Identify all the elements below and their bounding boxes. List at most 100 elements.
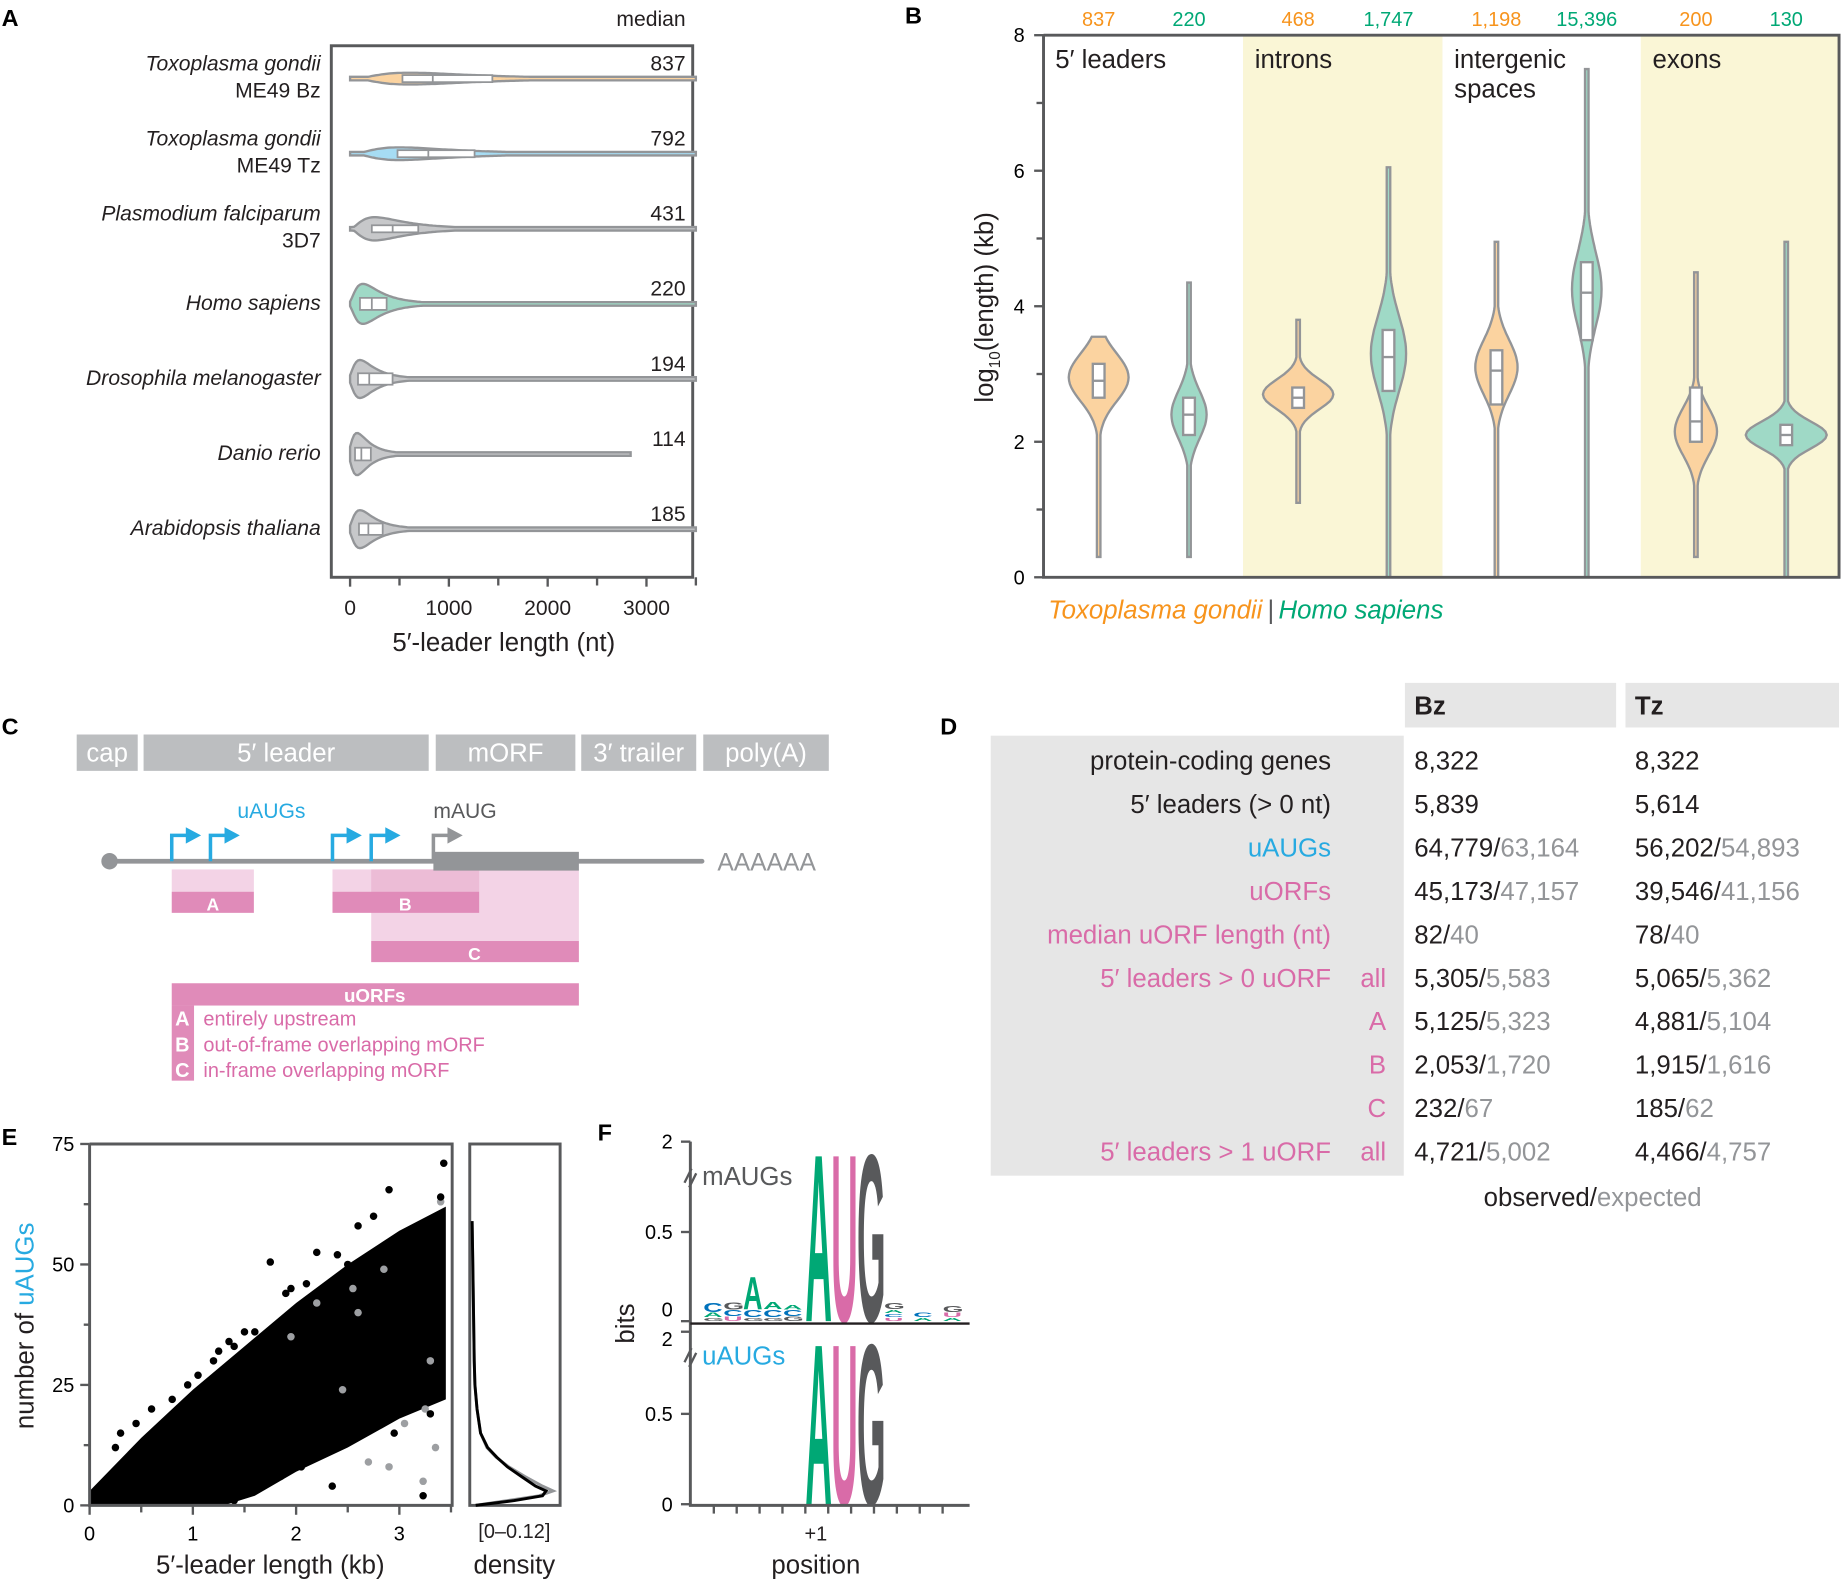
density-frame xyxy=(468,1142,562,1507)
observed-value: 4,466/ xyxy=(1635,1138,1708,1166)
expected-value: 5,002 xyxy=(1486,1138,1551,1166)
table-row: 5′ leaders (> 0 nt) 5,839 5,614 xyxy=(1130,791,1699,819)
violin-human: 1,747 xyxy=(1364,9,1413,579)
species-name: Plasmodium falciparum xyxy=(101,203,320,226)
legend-text: in-frame overlapping mORF xyxy=(203,1060,449,1082)
row-label: 5′ leaders > 1 uORF xyxy=(1100,1138,1331,1166)
row-label: uAUGs xyxy=(1248,835,1331,863)
logo-letter-C: C xyxy=(723,1309,742,1318)
box xyxy=(354,446,372,462)
violin-human: 130 xyxy=(1744,9,1828,579)
cell-bz: 2,053/1,720 xyxy=(1414,1052,1550,1080)
median-value: 194 xyxy=(650,353,685,376)
density-curve-expected xyxy=(470,1221,558,1507)
scatter-point-observed xyxy=(266,1258,275,1266)
logo-letter-U: U xyxy=(831,1296,858,1553)
observed-value: 8,322 xyxy=(1414,748,1479,776)
logo-letter-U: U xyxy=(723,1316,742,1323)
axis-break-icon xyxy=(683,1168,698,1368)
box xyxy=(1489,349,1504,406)
violin-body xyxy=(1744,240,1828,579)
observed-value: 45,173/ xyxy=(1414,878,1501,906)
table-row: A 5,125/5,323 4,881/5,104 xyxy=(1369,1008,1771,1036)
logo-x-tick-plus1: +1 xyxy=(805,1524,828,1546)
panel-label-d: D xyxy=(940,714,957,740)
panel-a-x-label: 5′-leader length (nt) xyxy=(392,629,615,657)
species-row: Toxoplasma gondii ME49 Tz 792 xyxy=(146,127,698,177)
expected-value: 41,156 xyxy=(1721,878,1800,906)
violin xyxy=(348,358,698,400)
scatter-point-expected xyxy=(338,1385,347,1394)
cell-bz: 5,839 xyxy=(1414,791,1479,819)
column-header-tz-bg xyxy=(1625,682,1840,728)
cell-bz: 45,173/47,157 xyxy=(1414,878,1579,906)
scatter-point-expected xyxy=(287,1332,295,1341)
observed-value: 78/ xyxy=(1635,921,1672,949)
logo-letter-C: C xyxy=(913,1312,932,1319)
observed-value: 82/ xyxy=(1414,921,1451,949)
observed-value: 5,839 xyxy=(1414,791,1479,819)
box xyxy=(1381,328,1396,393)
logo-letter-A: A xyxy=(703,1312,722,1319)
observed-value: 64,779/ xyxy=(1414,835,1501,863)
density-range-label: [0–0.12] xyxy=(478,1521,550,1543)
uaugs-label: uAUGs xyxy=(237,800,305,823)
scatter-point-observed xyxy=(426,1318,435,1327)
y-tick-label: 4 xyxy=(1014,296,1025,318)
scatter-point-observed xyxy=(343,1342,352,1351)
scatter-point-observed xyxy=(116,1429,125,1437)
logo-letter-A: A xyxy=(763,1300,783,1311)
scatter-point-observed xyxy=(313,1248,321,1257)
observed-value: 2,053/ xyxy=(1414,1052,1487,1080)
box xyxy=(358,522,384,536)
scatter-point-observed xyxy=(433,1385,442,1394)
scatter-point-observed xyxy=(318,1448,326,1457)
scatter-point-observed xyxy=(214,1347,223,1355)
segment-label: 3′ trailer xyxy=(593,739,684,767)
median-value: 837 xyxy=(650,52,685,75)
violin xyxy=(348,508,698,550)
scatter-point-expected xyxy=(349,1284,357,1293)
logo-letter-G: G xyxy=(857,1106,886,1373)
legend-key: A xyxy=(175,1008,189,1030)
dense-point-cloud xyxy=(89,1206,446,1506)
logo-letter-A: A xyxy=(805,1106,832,1373)
y-tick-label: 0.5 xyxy=(645,1222,673,1244)
row-label: median uORF length (nt) xyxy=(1047,921,1331,949)
scatter-point-observed xyxy=(251,1328,259,1336)
panel-b-legend: Toxoplasma gondii | Homo sapiens xyxy=(1048,596,1443,624)
table-footer: observed/expected xyxy=(1484,1184,1702,1212)
median-count-label: 1,198 xyxy=(1471,9,1521,31)
species-name: Toxoplasma gondii xyxy=(146,127,323,150)
scatter-point-observed xyxy=(194,1371,202,1380)
logo-letter-A: A xyxy=(943,1317,962,1322)
median-header: median xyxy=(616,8,685,31)
logo-letter-A: A xyxy=(884,1309,903,1314)
cell-bz: 5,305/5,583 xyxy=(1414,965,1550,993)
row-sublabel: A xyxy=(1369,1008,1387,1036)
median-value: 792 xyxy=(650,127,685,150)
expected-value: 54,893 xyxy=(1721,835,1800,863)
segment-4 xyxy=(703,734,829,771)
median-value: 431 xyxy=(650,203,685,226)
flag-arrowhead-icon xyxy=(346,827,362,844)
expected-value: 5,323 xyxy=(1486,1008,1551,1036)
scatter-x-label: 5′-leader length (kb) xyxy=(156,1551,385,1579)
box xyxy=(401,74,494,84)
median-count-label: 15,396 xyxy=(1556,9,1617,31)
violin xyxy=(348,431,632,477)
median-value: 114 xyxy=(652,428,686,451)
table-row: uORFs 45,173/47,157 39,546/41,156 xyxy=(1249,878,1800,906)
segment-label: cap xyxy=(86,739,128,767)
panel-label-b: B xyxy=(905,2,922,28)
uaug-flag-icon xyxy=(330,833,349,862)
uaug-flag-icon xyxy=(208,833,227,862)
segment-0 xyxy=(76,734,138,771)
segment-label: mORF xyxy=(468,739,544,767)
flag-arrowhead-icon xyxy=(447,827,463,844)
logo-letter-C: C xyxy=(703,1301,722,1315)
species-name: Danio rerio xyxy=(218,442,322,465)
x-tick-label: 0 xyxy=(84,1524,95,1546)
violin-toxo: 200 xyxy=(1673,9,1719,559)
